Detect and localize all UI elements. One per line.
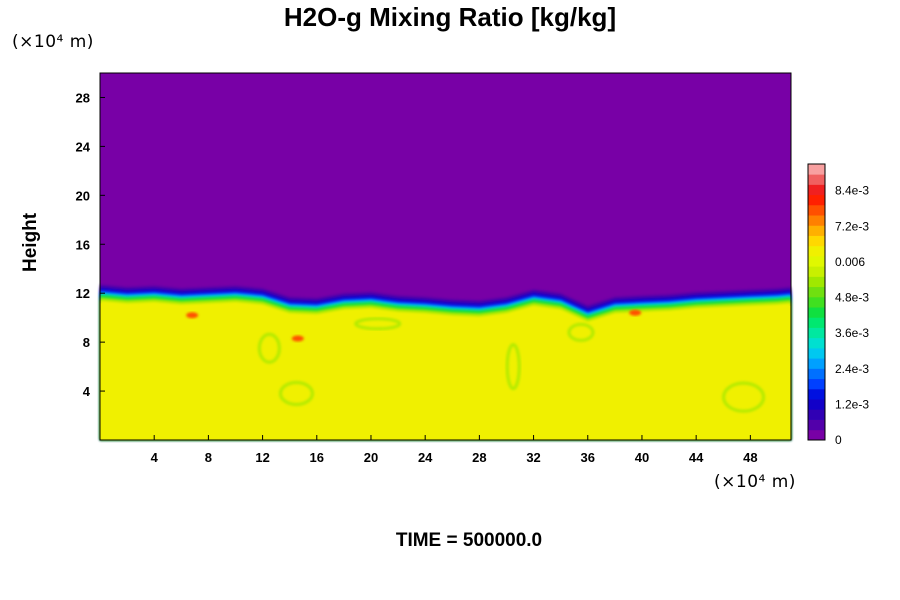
x-tick-label: 20 [364, 450, 378, 465]
colorbar-swatch [808, 307, 825, 318]
y-tick-label: 16 [76, 237, 90, 252]
eddy-6 [354, 317, 402, 331]
x-tick-label: 48 [743, 450, 757, 465]
y-tick-label: 8 [83, 335, 90, 350]
y-tick-label: 24 [76, 139, 91, 154]
colorbar-swatch [808, 174, 825, 185]
moist-spot-3 [629, 309, 642, 316]
y-tick-label: 28 [76, 90, 90, 105]
colorbar-swatch [808, 337, 825, 349]
time-annotation: TIME = 500000.0 [395, 530, 543, 551]
colorbar-swatch [808, 235, 825, 247]
x-axis-unit: (×10⁴ m) [714, 472, 796, 492]
eddy-2 [257, 332, 281, 364]
x-tick-label: 44 [689, 450, 704, 465]
eddy-4 [722, 381, 766, 413]
x-tick-label: 12 [255, 450, 269, 465]
colorbar-tick-label: 0 [835, 433, 842, 447]
colorbar-tick-label: 8.4e-3 [835, 184, 869, 198]
colorbar-swatch [808, 399, 825, 410]
colorbar-tick-label: 4.8e-3 [835, 291, 869, 305]
plot-area [99, 72, 792, 441]
eddy-5 [505, 343, 521, 391]
x-tick-label: 28 [472, 450, 486, 465]
y-tick-label: 20 [76, 188, 90, 203]
lower-moist-layer-core [100, 303, 791, 440]
colorbar-swatch [808, 266, 825, 277]
colorbar-swatch [808, 317, 825, 328]
y-axis-ticks: 4 8 12 16 20 24 28 [76, 90, 105, 399]
y-axis-unit: (×10⁴ m) [12, 32, 94, 52]
colorbar-tick-label: 2.4e-3 [835, 362, 869, 376]
x-tick-label: 8 [205, 450, 212, 465]
colorbar-swatch [808, 419, 825, 431]
eddy-3 [567, 322, 595, 342]
colorbar-swatch [808, 327, 825, 339]
colorbar-swatch [808, 409, 825, 420]
colorbar-swatch [808, 296, 825, 308]
moist-spot-2 [291, 335, 304, 342]
chart-title: H2O-g Mixing Ratio [kg/kg] [283, 2, 617, 32]
colorbar-tick-label: 7.2e-3 [835, 219, 869, 233]
colorbar-swatch [808, 215, 825, 226]
x-tick-label: 16 [310, 450, 324, 465]
colorbar-swatch [808, 429, 825, 441]
colorbar-swatch [808, 286, 825, 298]
colorbar-swatch [808, 348, 825, 359]
colorbar-swatch [808, 184, 825, 196]
colorbar-swatch [808, 368, 825, 380]
colorbar-swatch [808, 388, 825, 400]
colorbar-swatch [808, 194, 825, 206]
colorbar-tick-label: 3.6e-3 [835, 326, 869, 340]
plot-frame [99, 72, 792, 441]
colorbar-swatch [808, 358, 825, 369]
colorbar-swatch [808, 276, 825, 288]
colorbar-swatch [808, 164, 825, 175]
colorbar-tick-label: 1.2e-3 [835, 397, 869, 411]
y-tick-label: 12 [76, 286, 90, 301]
colorbar-swatch [808, 245, 825, 257]
colorbar-swatch [808, 378, 825, 390]
moist-spot-1 [186, 312, 199, 319]
x-tick-label: 4 [151, 450, 159, 465]
x-tick-label: 24 [418, 450, 433, 465]
colorbar: 0 1.2e-3 2.4e-3 3.6e-3 4.8e-3 0.006 7.2e-3 8.4e… [807, 163, 869, 447]
y-tick-label: 4 [83, 384, 91, 399]
eddy-1 [278, 381, 314, 407]
x-axis-ticks: 4 8 12 16 20 24 28 32 36 40 44 48 [151, 435, 758, 465]
x-tick-label: 40 [635, 450, 649, 465]
colorbar-swatch [808, 225, 825, 236]
colorbar-frame [807, 163, 826, 441]
colorbar-tick-label: 0.006 [835, 255, 865, 269]
colorbar-swatch [808, 256, 825, 267]
colorbar-swatch [808, 204, 825, 216]
x-tick-label: 36 [581, 450, 595, 465]
x-tick-label: 32 [526, 450, 540, 465]
